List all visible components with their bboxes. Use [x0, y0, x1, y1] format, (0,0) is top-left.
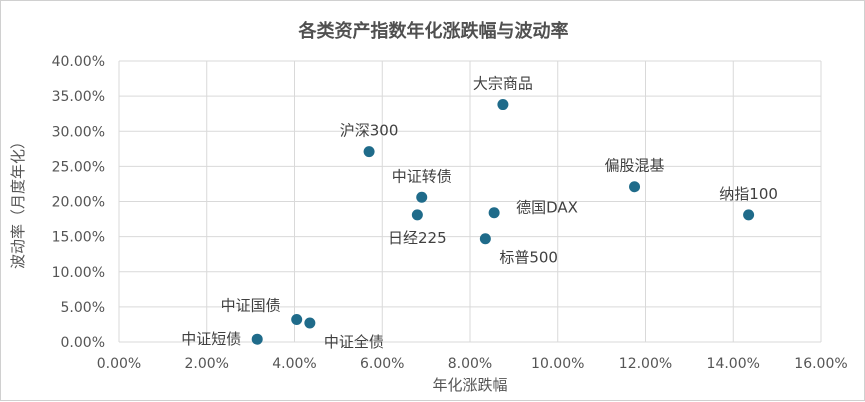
data-point: [488, 207, 500, 219]
x-tick-label: 10.00%: [531, 356, 584, 372]
data-point: [497, 99, 509, 111]
data-point: [363, 146, 375, 158]
data-point: [416, 191, 428, 203]
x-axis-title: 年化涨跌幅: [432, 376, 507, 394]
data-point: [629, 181, 641, 193]
y-tick-label: 30.00%: [52, 124, 105, 140]
y-tick-label: 15.00%: [52, 230, 105, 246]
grid-layer: [118, 60, 822, 343]
y-tick-label: 10.00%: [52, 265, 105, 281]
data-label: 沪深300: [340, 122, 399, 140]
data-point: [251, 333, 263, 345]
point-layer: [251, 99, 755, 345]
chart-title: 各类资产指数年化涨跌幅与波动率: [298, 21, 569, 42]
y-tick-label: 40.00%: [52, 54, 105, 70]
y-axis-title: 波动率（月度年化）: [9, 134, 27, 269]
data-label: 纳指100: [719, 185, 778, 203]
x-tick-label: 12.00%: [619, 356, 672, 372]
x-tick-label: 8.00%: [448, 356, 492, 372]
data-label: 偏股混基: [605, 157, 665, 175]
y-tick-label: 5.00%: [61, 300, 105, 316]
data-point: [743, 209, 755, 221]
data-label: 大宗商品: [473, 75, 533, 93]
y-tick-label: 25.00%: [52, 159, 105, 175]
x-tick-label: 16.00%: [794, 356, 847, 372]
data-label: 中证短债: [181, 330, 241, 348]
data-point: [304, 317, 316, 329]
x-tick-label: 6.00%: [360, 356, 404, 372]
y-tick-label: 20.00%: [52, 195, 105, 211]
y-tick-label: 0.00%: [61, 335, 105, 351]
x-tick-label: 2.00%: [185, 356, 229, 372]
x-tick-label: 0.00%: [97, 356, 141, 372]
data-label: 中证转债: [392, 167, 452, 185]
data-label: 标普500: [499, 249, 558, 267]
data-point: [479, 233, 491, 245]
y-tick-label: 35.00%: [52, 89, 105, 105]
data-label: 中证全债: [324, 333, 384, 351]
data-label: 德国DAX: [516, 199, 578, 217]
data-point: [411, 209, 423, 221]
data-label: 日经225: [388, 229, 447, 247]
tick-layer: 0.00% 5.00% 10.00% 15.00% 20.00% 25.00% 30.00%…: [52, 54, 848, 372]
x-tick-label: 4.00%: [272, 356, 316, 372]
data-label: 中证国债: [221, 297, 281, 315]
data-point: [291, 314, 303, 326]
x-tick-label: 14.00%: [707, 356, 760, 372]
